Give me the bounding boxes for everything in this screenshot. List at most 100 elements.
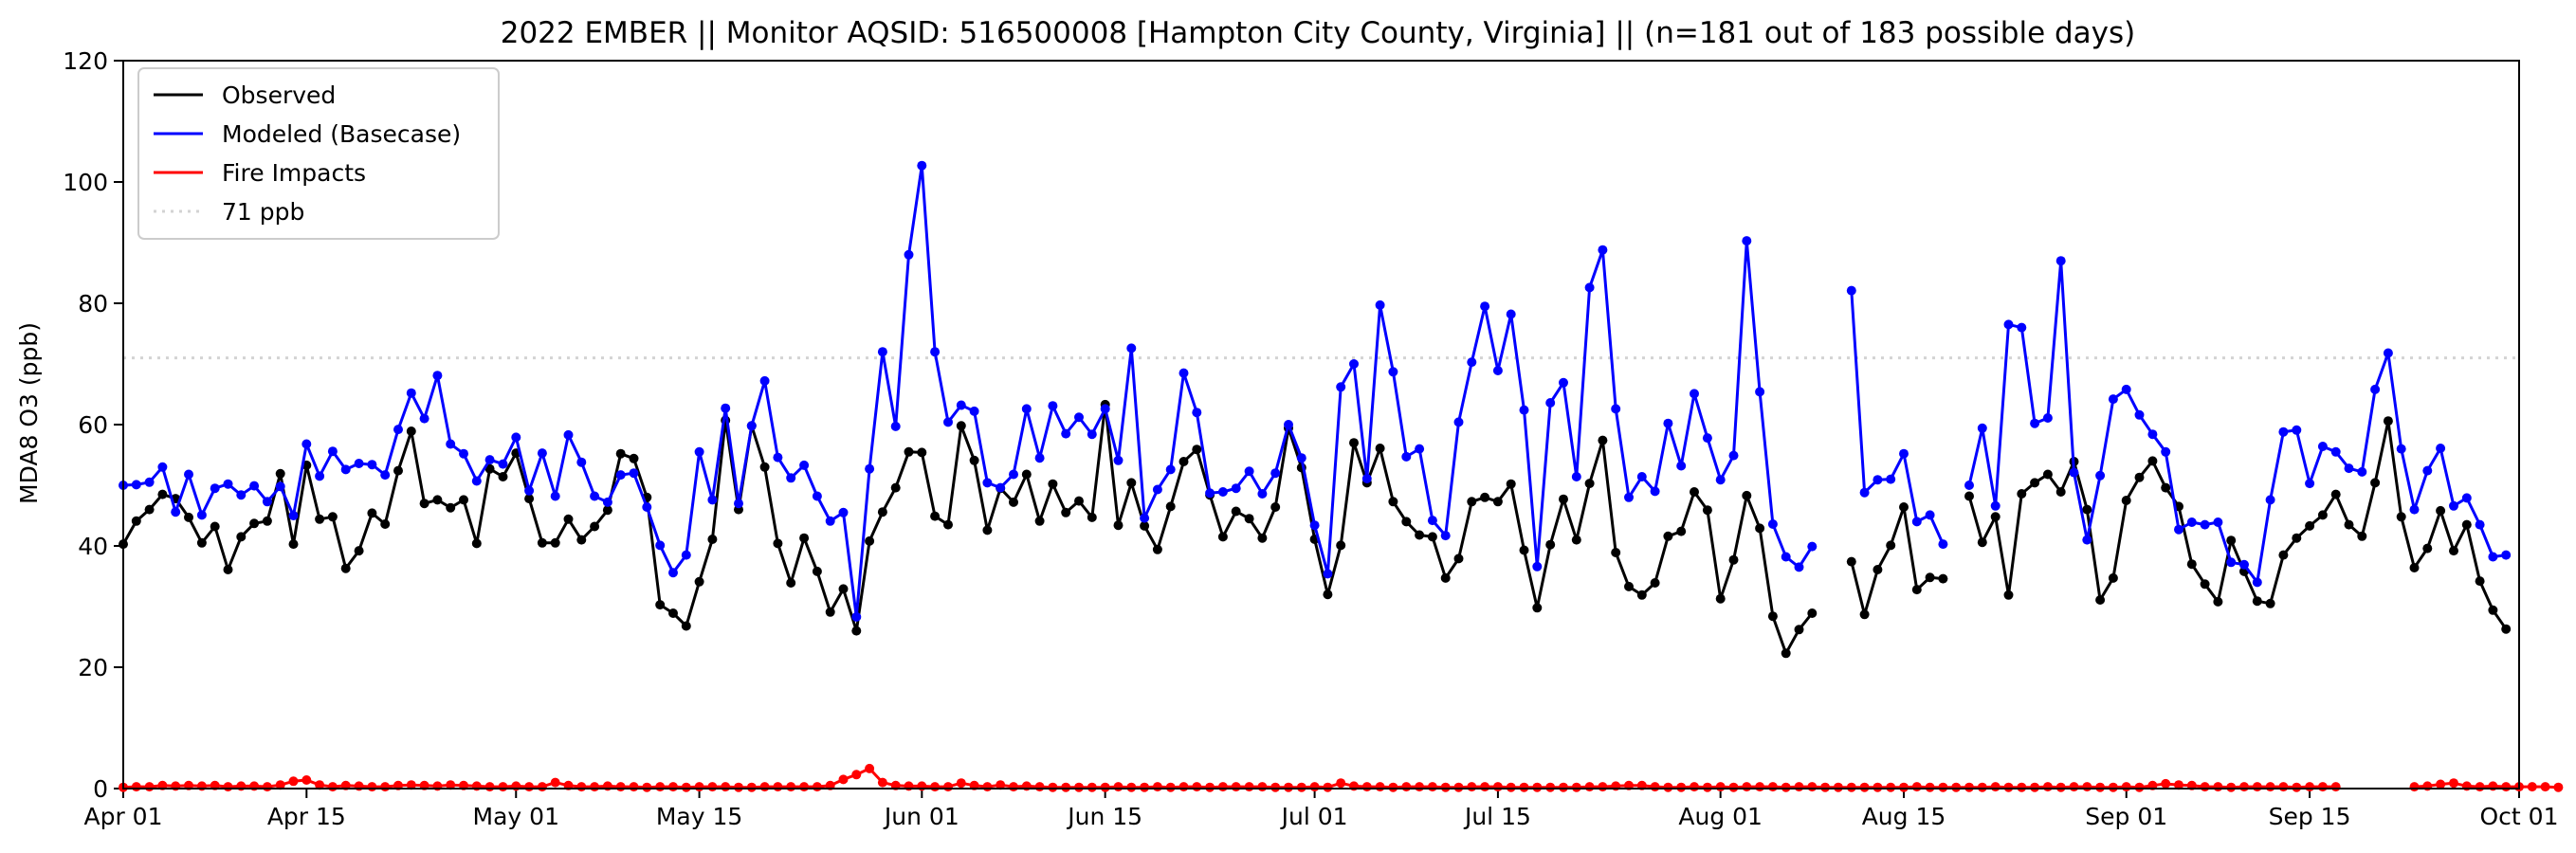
data-point xyxy=(1663,782,1673,792)
data-point xyxy=(1492,782,1503,792)
data-point xyxy=(2161,482,2171,493)
data-point xyxy=(590,491,600,501)
data-point xyxy=(1074,782,1084,792)
data-point xyxy=(1192,782,1202,792)
x-tick-label: Jun 15 xyxy=(1066,803,1142,830)
data-point xyxy=(2449,778,2458,789)
data-point xyxy=(1061,782,1071,792)
data-point xyxy=(1794,782,1804,792)
data-point xyxy=(759,375,770,386)
data-point xyxy=(1781,552,1791,562)
data-point xyxy=(2055,256,2066,266)
data-point xyxy=(1899,448,1909,459)
x-tick-label: Aug 15 xyxy=(1862,803,1946,830)
data-point xyxy=(327,446,338,457)
data-point xyxy=(1964,491,1974,501)
data-point xyxy=(2042,469,2053,480)
data-point xyxy=(2383,348,2393,358)
data-point xyxy=(996,780,1006,790)
data-point xyxy=(969,455,979,465)
data-point xyxy=(524,494,535,504)
data-point xyxy=(2265,782,2275,792)
data-point xyxy=(1074,496,1084,506)
data-point xyxy=(1767,782,1778,792)
x-tick-label: Aug 01 xyxy=(1678,803,1763,830)
data-point xyxy=(275,481,285,492)
data-point xyxy=(210,521,220,532)
data-point xyxy=(1873,565,1883,574)
data-point xyxy=(773,452,783,463)
data-point xyxy=(2317,782,2328,792)
data-point xyxy=(2383,416,2393,426)
data-point xyxy=(2370,478,2381,488)
data-point xyxy=(327,512,338,522)
data-point xyxy=(2305,520,2315,531)
data-point xyxy=(144,782,155,792)
legend-label-observed: Observed xyxy=(222,82,336,109)
data-point xyxy=(196,537,207,548)
data-point xyxy=(1087,782,1097,792)
data-point xyxy=(1532,782,1543,792)
data-point xyxy=(2003,319,2014,330)
data-point xyxy=(1794,625,1804,635)
data-point xyxy=(2161,446,2171,457)
data-point xyxy=(2278,426,2289,437)
data-point xyxy=(2108,394,2118,405)
data-point xyxy=(2317,442,2328,451)
data-point xyxy=(1911,517,1922,527)
data-point xyxy=(1231,483,1241,494)
data-point xyxy=(406,426,416,436)
data-point xyxy=(812,491,822,501)
data-point xyxy=(550,491,560,501)
data-point xyxy=(537,448,547,459)
data-point xyxy=(1034,453,1045,463)
data-point xyxy=(315,780,325,790)
data-point xyxy=(1886,782,1896,792)
data-point xyxy=(2134,782,2145,792)
data-point xyxy=(1938,573,1948,584)
data-point xyxy=(484,455,495,465)
data-point xyxy=(2409,782,2420,792)
data-point xyxy=(590,782,600,792)
data-point xyxy=(602,505,612,516)
data-point xyxy=(629,453,639,463)
x-tick-label: Apr 15 xyxy=(267,803,346,830)
data-point xyxy=(2030,418,2040,428)
data-point xyxy=(1519,405,1529,415)
data-point xyxy=(1034,516,1045,526)
data-point xyxy=(550,537,560,548)
data-point xyxy=(1977,423,1987,433)
data-point xyxy=(1846,556,1856,567)
data-point xyxy=(2292,782,2302,792)
data-point xyxy=(1270,782,1281,792)
data-point xyxy=(1964,782,1974,792)
data-point xyxy=(223,782,233,792)
data-point xyxy=(1296,782,1306,792)
data-point xyxy=(354,546,364,556)
data-point xyxy=(367,508,377,518)
data-point xyxy=(1152,544,1162,554)
x-tick-label: Jul 01 xyxy=(1280,803,1348,830)
data-point xyxy=(1165,501,1176,512)
data-point xyxy=(2134,409,2145,420)
data-point xyxy=(446,502,456,513)
data-point xyxy=(1690,389,1699,399)
data-point xyxy=(1140,520,1150,531)
data-point xyxy=(1009,497,1018,507)
data-point xyxy=(537,782,547,792)
data-point xyxy=(1532,603,1543,613)
data-point xyxy=(2030,478,2040,488)
data-point xyxy=(1584,282,1595,293)
data-point xyxy=(668,568,678,578)
data-point xyxy=(2449,546,2458,556)
data-point xyxy=(1453,554,1464,564)
data-point xyxy=(1401,782,1412,792)
data-point xyxy=(1559,494,1568,504)
data-point xyxy=(825,516,835,526)
data-point xyxy=(759,462,770,472)
data-point xyxy=(2003,782,2014,792)
data-point xyxy=(406,388,416,398)
data-point xyxy=(1977,782,1987,792)
data-point xyxy=(1886,474,1896,484)
data-point xyxy=(2108,782,2118,792)
